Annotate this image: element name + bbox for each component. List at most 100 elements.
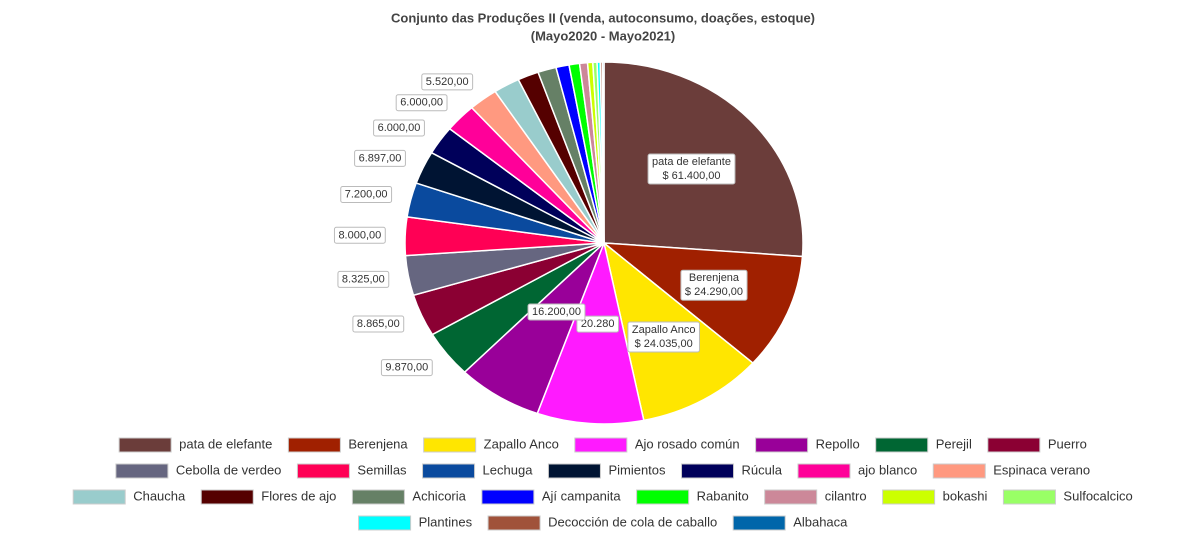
label-box [627, 321, 700, 353]
label-box [340, 185, 393, 203]
label-value: 5.520,00 [426, 76, 469, 88]
legend-swatch [932, 463, 986, 479]
legend-label: Espinaca verano [993, 462, 1090, 477]
legend-item: Cebolla de verdeo [115, 462, 282, 479]
legend-label: Rabanito [697, 488, 749, 503]
legend-label: Repollo [816, 436, 860, 451]
legend-label: Albahaca [793, 514, 848, 529]
legend-swatch [200, 489, 254, 505]
label-value: 6.897,00 [359, 152, 402, 164]
chart-subtitle: (Mayo2020 - Mayo2021) [531, 28, 676, 43]
data-label: pata de elefante $ 61.400,00 [647, 153, 736, 185]
data-label: 6.000,00 [395, 94, 448, 112]
legend-swatch [681, 463, 735, 479]
label-box [333, 226, 386, 244]
label-value: 9.870,00 [385, 362, 428, 374]
label-box [680, 269, 748, 301]
data-label: 6.000,00 [373, 119, 425, 137]
legend-swatch [287, 437, 341, 453]
legend-label: Rúcula [742, 462, 783, 477]
label-box [647, 153, 736, 185]
data-label: Zapallo Anco $ 24.035,00 [627, 321, 700, 353]
legend-swatch [422, 463, 476, 479]
label-box [337, 270, 390, 288]
data-label: 9.870,00 [380, 359, 433, 377]
label-name: pata de elefante [652, 156, 731, 168]
legend-swatch [115, 463, 169, 479]
legend-swatch [764, 489, 818, 505]
legend-item: Rúcula [681, 462, 783, 479]
data-label: 5.520,00 [421, 73, 474, 91]
legend-swatch [481, 489, 535, 505]
label-box [421, 73, 474, 91]
legend-label: Zapallo Anco [484, 436, 559, 451]
legend-item: Sulfocalcico [1002, 488, 1133, 505]
legend-item: Ají campanita [481, 488, 621, 505]
legend-item: Flores de ajo [200, 488, 336, 505]
data-label: 8.000,00 [333, 226, 386, 244]
label-value: 16.200,00 [532, 306, 581, 318]
legend-item: pata de elefante [118, 436, 272, 453]
legend-label: Sulfocalcico [1063, 488, 1132, 503]
legend-label: Cebolla de verdeo [176, 462, 282, 477]
legend-label: Perejil [936, 436, 972, 451]
legend-item: Chaucha [72, 488, 186, 505]
label-value: $ 61.400,00 [662, 170, 720, 182]
legend-item: Plantines [358, 514, 473, 531]
legend-swatch [636, 489, 690, 505]
legend-swatch [882, 489, 936, 505]
legend-swatch [487, 515, 541, 531]
label-name: Berenjena [689, 272, 740, 284]
legend-item: cilantro [764, 488, 867, 505]
legend-label: Lechuga [483, 462, 534, 477]
label-value: 8.000,00 [338, 229, 381, 241]
legend-label: pata de elefante [179, 436, 272, 451]
legend-label: Plantines [419, 514, 473, 529]
legend-swatch [351, 489, 405, 505]
legend-item: Berenjena [287, 436, 408, 453]
label-value: 20.280 [581, 318, 615, 330]
legend-swatch [755, 437, 809, 453]
legend-item: Lechuga [422, 462, 534, 479]
label-box [352, 315, 405, 333]
label-value: 8.865,00 [357, 318, 400, 330]
legend-swatch [875, 437, 929, 453]
legend-swatch [423, 437, 477, 453]
legend-label: ajo blanco [858, 462, 917, 477]
label-name: Zapallo Anco [632, 324, 696, 336]
legend-swatch [358, 515, 412, 531]
legend-swatch [1002, 489, 1056, 505]
data-label: 7.200,00 [340, 185, 393, 203]
label-box [395, 94, 448, 112]
legend-item: Pimientos [547, 462, 666, 479]
pie-slice [601, 61, 605, 244]
legend-item: Zapallo Anco [423, 436, 559, 453]
label-value: $ 24.035,00 [635, 338, 693, 350]
label-box [354, 149, 406, 167]
legend-item: bokashi [882, 488, 988, 505]
legend-item: ajo blanco [797, 462, 917, 479]
legend-swatch [296, 463, 350, 479]
label-value: 7.200,00 [345, 188, 388, 200]
label-value: $ 24.290,00 [685, 286, 743, 298]
label-box [373, 119, 425, 137]
legend-swatch [547, 463, 601, 479]
legend-label: bokashi [943, 488, 988, 503]
legend-swatch [987, 437, 1041, 453]
legend-swatch [118, 437, 172, 453]
legend-label: Decocción de cola de caballo [548, 514, 717, 529]
pie-slice [601, 242, 804, 365]
data-label: 20.280 [576, 315, 620, 333]
legend-item: Albahaca [732, 514, 848, 531]
legend-swatch [72, 489, 126, 505]
legend-swatch [797, 463, 851, 479]
legend-item: Puerro [987, 436, 1087, 453]
data-label: 8.865,00 [352, 315, 405, 333]
legend-item: Rabanito [636, 488, 749, 505]
legend-item: Decocción de cola de caballo [487, 514, 717, 531]
legend-swatch [732, 515, 786, 531]
data-label: 6.897,00 [354, 149, 406, 167]
legend-item: Espinaca verano [932, 462, 1090, 479]
legend-item: Semillas [296, 462, 407, 479]
legend-label: Berenjena [348, 436, 408, 451]
